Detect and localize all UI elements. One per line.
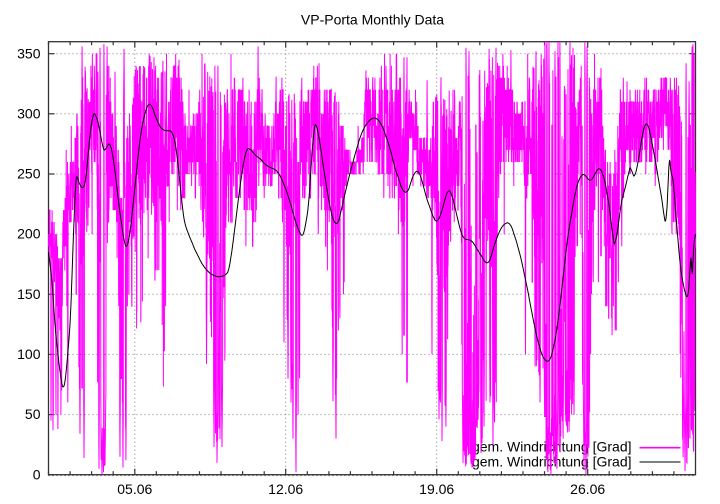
svg-text:250: 250 — [17, 166, 41, 182]
svg-text:05.06: 05.06 — [117, 481, 152, 497]
svg-text:0: 0 — [33, 466, 41, 482]
svg-text:50: 50 — [25, 406, 41, 422]
svg-text:150: 150 — [17, 286, 41, 302]
svg-text:19.06: 19.06 — [419, 481, 454, 497]
svg-text:12.06: 12.06 — [268, 481, 303, 497]
svg-text:300: 300 — [17, 105, 41, 121]
svg-text:gem. Windrichtung [Grad]: gem. Windrichtung [Grad] — [472, 439, 632, 455]
svg-text:200: 200 — [17, 226, 41, 242]
svg-text:26.06: 26.06 — [570, 481, 605, 497]
svg-text:gem. Windrichtung [Grad]: gem. Windrichtung [Grad] — [472, 453, 632, 469]
svg-text:VP-Porta Monthly Data: VP-Porta Monthly Data — [301, 12, 444, 28]
svg-text:100: 100 — [17, 346, 41, 362]
svg-text:350: 350 — [17, 45, 41, 61]
